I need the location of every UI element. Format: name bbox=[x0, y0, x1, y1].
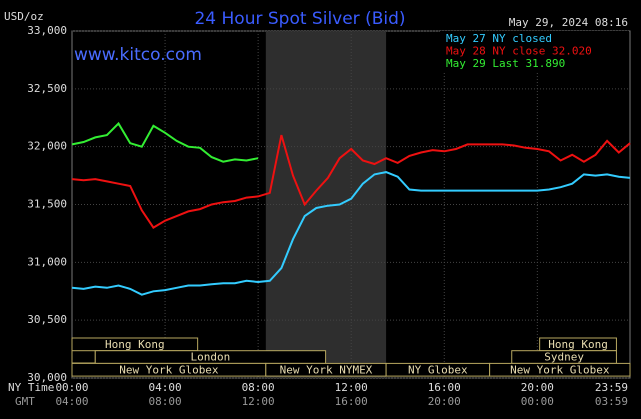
x-tick-label: 00:00 bbox=[55, 381, 88, 394]
y-tick-label: 32,500 bbox=[27, 82, 67, 95]
session-label: New York Globex bbox=[119, 363, 219, 376]
session-label: London bbox=[191, 351, 231, 364]
nymex-session bbox=[265, 31, 387, 378]
x2-tick-label: 12:00 bbox=[242, 395, 275, 408]
x-tick-label: 16:00 bbox=[428, 381, 461, 394]
x-tick-label: 04:00 bbox=[149, 381, 182, 394]
session-label: Sydney bbox=[544, 351, 584, 364]
y-tick-label: 32,000 bbox=[27, 140, 67, 153]
x2-tick-label: 03:59 bbox=[595, 395, 628, 408]
session-label: New York NYMEX bbox=[280, 363, 373, 376]
x2-tick-label: 20:00 bbox=[428, 395, 461, 408]
watermark: www.kitco.com bbox=[74, 45, 202, 65]
y-tick-label: 30,500 bbox=[27, 313, 67, 326]
legend-box bbox=[440, 31, 629, 72]
y-tick-label: 33,000 bbox=[27, 24, 67, 37]
session-box bbox=[489, 362, 631, 377]
session-label: Hong Kong bbox=[548, 338, 608, 351]
x-tick-label: 20:00 bbox=[521, 381, 554, 394]
legend-entry: May 28 NY close 32.020 bbox=[446, 45, 592, 58]
series-line bbox=[71, 134, 631, 229]
x-tick-label: 23:59 bbox=[595, 381, 628, 394]
session-label: NY Globex bbox=[408, 363, 468, 376]
chart-title: 24 Hour Spot Silver (Bid) bbox=[194, 9, 405, 29]
x-axis-label: GMT bbox=[15, 395, 35, 408]
x2-tick-label: 04:00 bbox=[55, 395, 88, 408]
series-line bbox=[71, 121, 259, 163]
x2-tick-label: 00:00 bbox=[521, 395, 554, 408]
y-tick-label: 31,500 bbox=[27, 198, 67, 211]
series-line bbox=[71, 171, 631, 296]
x-tick-label: 12:00 bbox=[335, 381, 368, 394]
x2-tick-label: 08:00 bbox=[149, 395, 182, 408]
x-tick-label: 08:00 bbox=[242, 381, 275, 394]
legend-entry: May 29 Last 31.890 bbox=[446, 57, 565, 70]
session-label: Hong Kong bbox=[105, 338, 165, 351]
y-tick-label: 30,000 bbox=[27, 371, 67, 384]
y-tick-label: 31,000 bbox=[27, 255, 67, 268]
legend-entry: May 27 NY closed bbox=[446, 32, 552, 45]
timestamp: May 29, 2024 08:16 bbox=[509, 16, 628, 29]
unit-label: USD/oz bbox=[4, 10, 44, 23]
x-axis-label: NY Time bbox=[8, 381, 54, 394]
x2-tick-label: 16:00 bbox=[335, 395, 368, 408]
session-label: New York Globex bbox=[510, 363, 610, 376]
